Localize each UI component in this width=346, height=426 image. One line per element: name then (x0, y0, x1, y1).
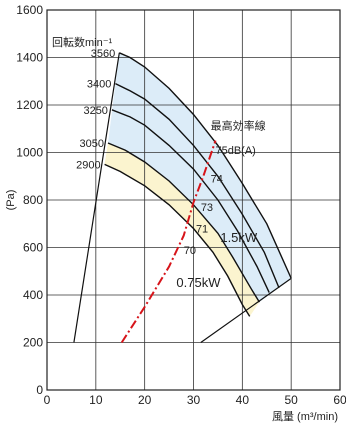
y-tick-label: 600 (23, 241, 43, 255)
x-tick-label: 0 (44, 393, 51, 407)
y-tick-label: 1200 (16, 98, 43, 112)
speed-label-2900: 2900 (76, 159, 100, 171)
y-tick-label: 1000 (16, 146, 43, 160)
region-0-75kw-fill (104, 143, 260, 317)
plot-frame (46, 9, 341, 391)
efficiency-label: 最高効率線 (211, 119, 266, 133)
x-tick-label: 10 (89, 393, 103, 407)
y-axis-label: (Pa) (5, 190, 17, 211)
x-tick-label: 40 (236, 393, 250, 407)
speed-label-3400: 3400 (87, 79, 111, 91)
y-tick-label: 0 (36, 383, 43, 397)
y-tick-label: 1400 (16, 51, 43, 65)
efficiency-mark: 75dB(A) (215, 145, 255, 157)
efficiency-mark: 74 (211, 174, 223, 186)
plot-area: 0 10 20 30 40 50 60020040060080010001200140016… (5, 3, 346, 423)
x-axis-label: 風量 (m³/min) (272, 410, 338, 423)
max-efficiency-line (120, 140, 217, 344)
speed-curve-3400 (115, 82, 280, 289)
region-label-1-5kw: 1.5kW (220, 230, 258, 245)
region-label-0-75kw: 0.75kW (176, 275, 221, 290)
speed-label-3560: 3560 (91, 48, 115, 60)
x-tick-label: 30 (187, 393, 201, 407)
efficiency-mark: 71 (196, 224, 208, 236)
y-tick-label: 400 (23, 288, 43, 302)
x-tick-label: 60 (333, 393, 346, 407)
efficiency-mark: 70 (184, 245, 196, 257)
y-tick-label: 200 (23, 336, 43, 350)
x-tick-label: 20 (138, 393, 152, 407)
speed-caption: 回転数min⁻¹ (52, 36, 113, 49)
y-tick-label: 800 (23, 193, 43, 207)
boundary-left-line (73, 52, 120, 343)
speed-label-3050: 3050 (80, 138, 104, 150)
speed-curve-2900 (104, 163, 251, 317)
y-tick-label: 1600 (16, 3, 43, 17)
x-tick-label: 50 (284, 393, 298, 407)
speed-curve-3250 (111, 109, 270, 293)
speed-curve-3560 (119, 52, 292, 279)
speed-label-3250: 3250 (83, 105, 107, 117)
efficiency-mark: 73 (201, 202, 213, 214)
